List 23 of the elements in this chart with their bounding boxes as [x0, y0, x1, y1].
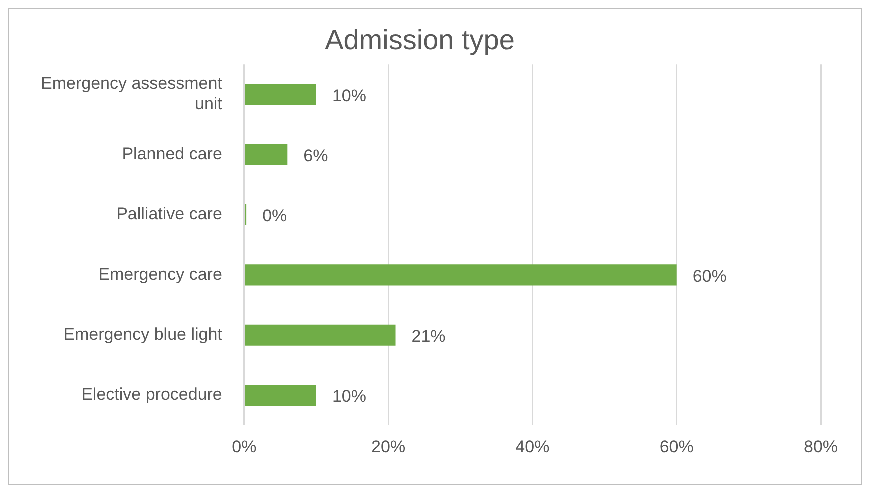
data-label: 60% [692, 266, 727, 286]
y-tick-label: Emergency assessment unit [41, 74, 223, 114]
data-label: 21% [412, 327, 446, 346]
x-tick-label: 40% [516, 437, 550, 456]
x-tick-label: 60% [660, 437, 694, 456]
x-tick-label: 0% [232, 437, 257, 456]
y-tick-label: Emergency blue light [64, 325, 223, 344]
y-tick-label: Planned care [122, 144, 222, 164]
data-label: 6% [304, 146, 328, 166]
y-tick-label: Palliative care [116, 204, 222, 224]
bar [245, 84, 316, 106]
x-tick-label: 20% [372, 437, 406, 456]
bar [245, 264, 677, 286]
x-tick-label: 80% [804, 437, 838, 456]
y-tick-label: Emergency care [98, 264, 222, 284]
chart-title: Admission type [325, 24, 515, 56]
bar [245, 144, 288, 166]
bar [245, 324, 396, 346]
data-label: 0% [262, 206, 288, 226]
y-tick-label: Elective procedure [82, 385, 222, 404]
data-label: 10% [332, 387, 367, 406]
bar [245, 384, 316, 406]
data-label: 10% [332, 86, 367, 106]
